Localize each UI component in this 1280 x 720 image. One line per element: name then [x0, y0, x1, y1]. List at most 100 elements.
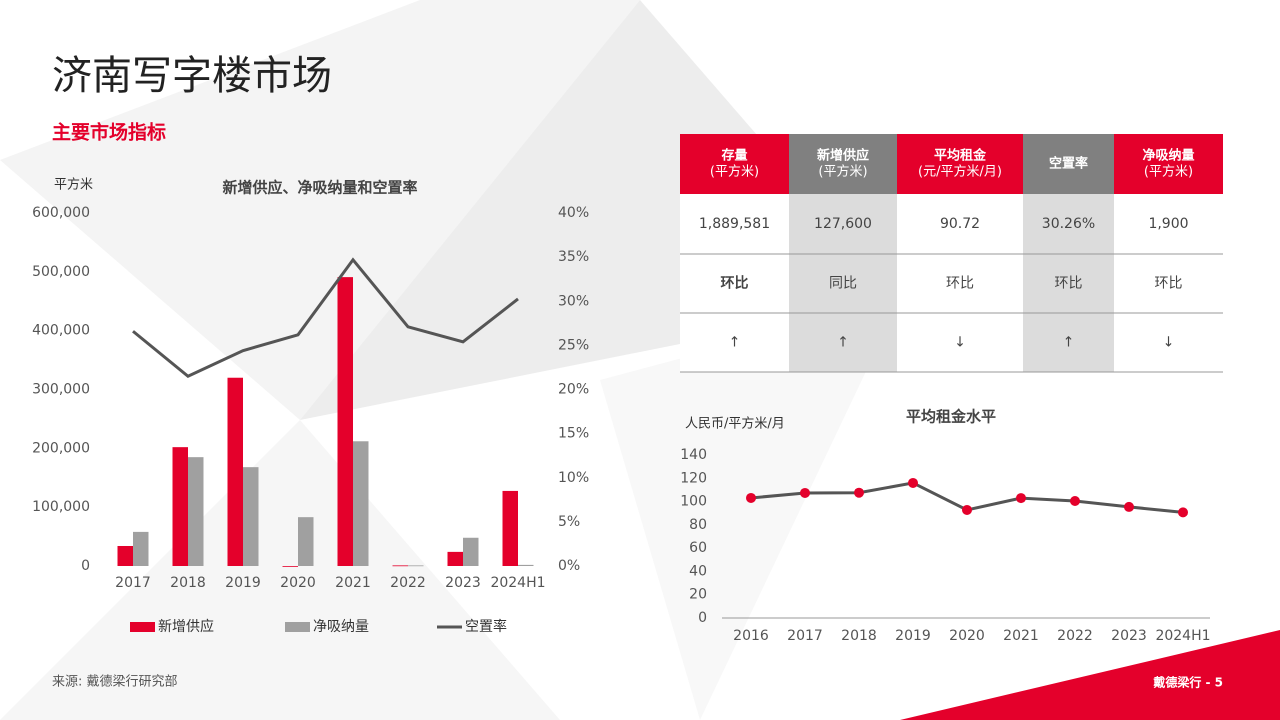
x-tick-label: 2019: [895, 628, 931, 644]
table-header-cell: [789, 134, 897, 194]
table-cell: ↑: [729, 335, 741, 351]
table-header: 平均租金: [934, 148, 987, 164]
y2-tick-label: 15%: [558, 426, 589, 442]
x-tick-label: 2023: [445, 575, 481, 591]
y-tick-label: 0: [81, 558, 90, 574]
y-tick-label: 140: [680, 447, 707, 463]
line-marker: [1070, 495, 1080, 506]
table-cell: 同比: [829, 276, 857, 292]
x-tick-label: 2022: [390, 575, 426, 591]
table-column-shade: [1114, 194, 1223, 372]
bar: [117, 545, 133, 566]
y2-tick-label: 40%: [558, 205, 589, 221]
slide-title: 济南写字楼市场: [52, 53, 332, 99]
bar: [188, 457, 204, 566]
y-tick-label: 600,000: [32, 205, 90, 221]
bar: [227, 377, 243, 566]
x-tick-label: 2021: [335, 575, 371, 591]
y2-tick-label: 20%: [558, 382, 589, 398]
table-cell: 90.72: [940, 216, 980, 232]
bar: [392, 565, 408, 567]
table-cell: ↓: [954, 335, 966, 351]
bar: [408, 565, 424, 567]
bar: [518, 564, 534, 566]
table-cell: ↑: [1063, 335, 1075, 351]
y-tick-label: 300,000: [32, 382, 90, 398]
y2-tick-label: 30%: [558, 293, 589, 309]
table-cell: 30.26%: [1042, 216, 1095, 232]
table-column-shade: [680, 194, 789, 372]
y2-tick-label: 5%: [558, 514, 580, 530]
table-header: 存量: [721, 148, 747, 164]
y-tick-label: 0: [698, 610, 707, 626]
slide-subtitle: 主要市场指标: [52, 121, 166, 144]
line-marker: [1178, 507, 1188, 518]
x-tick-label: 2022: [1057, 628, 1093, 644]
table-header: 净吸纳量: [1142, 148, 1194, 164]
table-header-unit: (平方米): [710, 164, 759, 180]
table-cell: 127,600: [814, 216, 872, 232]
legend-label: 净吸纳量: [313, 619, 369, 635]
y-tick-label: 120: [680, 470, 707, 486]
bar: [133, 531, 149, 566]
legend-label: 新增供应: [158, 618, 214, 635]
bg-facet: [600, 300, 900, 720]
table-cell: ↓: [1163, 335, 1175, 351]
table-cell: ↑: [837, 335, 849, 351]
bar: [298, 517, 314, 566]
chart-title: 平均租金水平: [906, 408, 996, 426]
y2-tick-label: 35%: [558, 249, 589, 265]
y-tick-label: 500,000: [32, 264, 90, 280]
x-tick-label: 2016: [733, 628, 769, 644]
bar: [447, 551, 463, 566]
y2-tick-label: 25%: [558, 337, 589, 353]
table-header-unit: (元/平方米/月): [918, 164, 1002, 180]
line-marker: [800, 487, 810, 498]
x-tick-label: 2020: [280, 575, 316, 591]
y-tick-label: 60: [689, 540, 707, 556]
line-marker: [1016, 493, 1026, 504]
table-cell: 环比: [946, 276, 974, 292]
bar: [502, 490, 518, 566]
table-header-cell: [897, 134, 1023, 194]
source: 来源: 戴德梁行研究部: [52, 675, 178, 690]
table-cell: 1,889,581: [699, 216, 770, 232]
table-column-shade: [1023, 194, 1114, 372]
table-header-cell: [1023, 134, 1114, 194]
bar: [337, 277, 353, 566]
legend-label: 空置率: [465, 618, 507, 635]
table-cell: 环比: [721, 275, 749, 292]
x-tick-label: 2020: [949, 628, 985, 644]
y-tick-label: 40: [689, 563, 707, 579]
bg-facet: [0, 420, 560, 720]
table-header: 空置率: [1049, 156, 1088, 172]
table-header: 新增供应: [817, 148, 869, 164]
x-tick-label: 2024H1: [490, 575, 545, 591]
legend-swatch: [285, 622, 310, 632]
chart-title: 新增供应、净吸纳量和空置率: [222, 179, 417, 197]
x-tick-label: 2021: [1003, 628, 1039, 644]
corner-accent: [900, 630, 1280, 720]
table-column-shade: [789, 194, 897, 372]
x-tick-label: 2023: [1111, 628, 1147, 644]
table-cell: 1,900: [1148, 216, 1188, 232]
table-header-cell: [680, 134, 789, 194]
y2-tick-label: 10%: [558, 470, 589, 486]
table-header-unit: (平方米): [818, 164, 867, 180]
bg-facet: [0, 0, 640, 420]
table-column-shade: [897, 194, 1023, 372]
table-cell: 环比: [1155, 276, 1183, 292]
table-header-cell: [1114, 134, 1223, 194]
x-tick-label: 2017: [787, 628, 823, 644]
x-tick-label: 2019: [225, 575, 261, 591]
y-tick-label: 20: [689, 587, 707, 603]
y-tick-label: 400,000: [32, 323, 90, 339]
legend-swatch: [130, 622, 155, 632]
line-marker: [908, 477, 918, 488]
x-tick-label: 2024H1: [1155, 628, 1210, 644]
table-cell: 环比: [1055, 276, 1083, 292]
line-marker: [854, 487, 864, 498]
bar: [353, 441, 369, 566]
y-axis-label: 人民币/平方米/月: [685, 416, 785, 432]
